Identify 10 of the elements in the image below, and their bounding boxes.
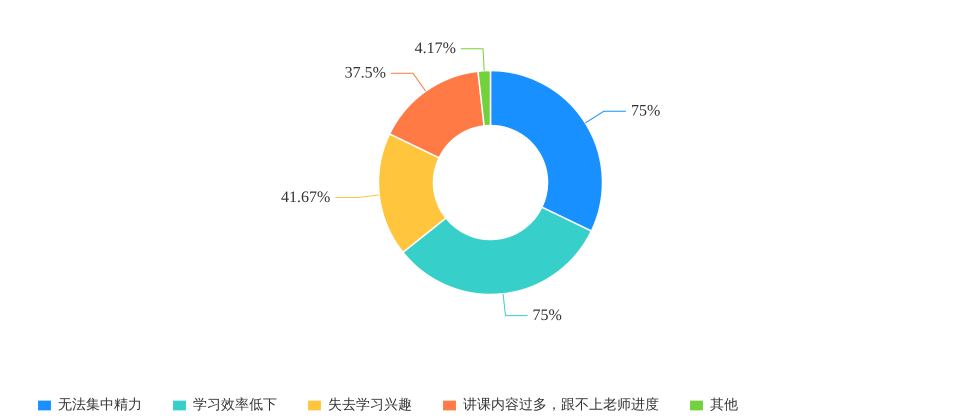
data-label: 4.17% [414,40,456,58]
data-label: 37.5% [344,64,386,82]
data-label: 41.67% [281,189,330,206]
legend-label: 讲课内容过多，跟不上老师进度 [463,396,659,414]
legend-label: 学习效率低下 [193,396,277,414]
data-label: 75% [630,102,660,120]
legend-label: 无法集中精力 [58,396,142,414]
data-label: 75% [532,307,562,324]
legend-label: 其他 [710,396,738,414]
legend-label: 失去学习兴趣 [328,396,412,414]
